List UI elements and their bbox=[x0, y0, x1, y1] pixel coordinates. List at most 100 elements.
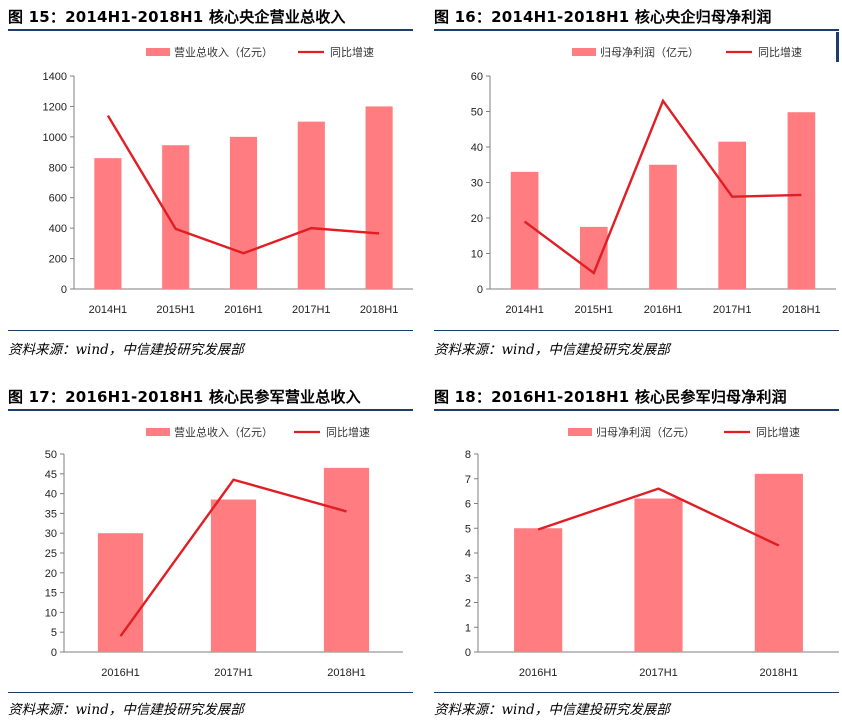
y-tick-label: 400 bbox=[49, 223, 67, 235]
bar bbox=[94, 158, 122, 289]
bar bbox=[97, 533, 144, 652]
y-tick-label: 0 bbox=[465, 647, 471, 659]
x-tick-label: 2018H1 bbox=[360, 304, 399, 316]
title-rule bbox=[8, 29, 413, 31]
x-tick-label: 2018H1 bbox=[782, 304, 821, 316]
chart-title: 图 18：2016H1-2018H1 核心民参军归母净利润 bbox=[434, 388, 787, 406]
legend-bar-label: 营业总收入（亿元） bbox=[174, 45, 273, 59]
legend-line-label: 同比增速 bbox=[758, 45, 802, 59]
y-tick-label: 0 bbox=[477, 284, 483, 296]
title-rule bbox=[434, 29, 839, 31]
bar bbox=[297, 121, 325, 290]
y-tick-label: 60 bbox=[471, 71, 483, 83]
side-marker bbox=[836, 32, 839, 62]
y-tick-label: 2 bbox=[465, 598, 471, 610]
legend-bar-swatch bbox=[146, 428, 170, 436]
legend-line-label: 同比增速 bbox=[326, 425, 370, 439]
chart-title: 图 16：2014H1-2018H1 核心央企归母净利润 bbox=[434, 8, 772, 26]
chart-svg: 营业总收入（亿元） 同比增速 0 5 10 15 20 25 30 35 40 45 50 2016H1 2… bbox=[45, 425, 403, 679]
x-tick-label: 2017H1 bbox=[639, 667, 678, 679]
y-tick-label: 50 bbox=[45, 449, 57, 461]
y-tick-label: 5 bbox=[51, 627, 57, 639]
legend-bar-label: 归母净利润（亿元） bbox=[596, 425, 695, 439]
bar bbox=[718, 141, 747, 289]
source-text: 资料来源：wind，中信建投研究发展部 bbox=[434, 342, 670, 358]
legend-line-label: 同比增速 bbox=[330, 45, 374, 59]
legend-bar-swatch bbox=[568, 428, 592, 436]
bar bbox=[514, 528, 563, 652]
x-tick-label: 2014H1 bbox=[505, 304, 544, 316]
y-tick-label: 30 bbox=[45, 528, 57, 540]
y-tick-label: 1400 bbox=[43, 71, 67, 83]
y-tick-label: 10 bbox=[45, 607, 57, 619]
y-tick-label: 15 bbox=[45, 588, 57, 600]
x-tick-label: 2018H1 bbox=[760, 667, 799, 679]
y-tick-label: 600 bbox=[49, 193, 67, 205]
x-tick-label: 2017H1 bbox=[214, 667, 253, 679]
x-tick-label: 2016H1 bbox=[224, 304, 263, 316]
bar bbox=[229, 136, 258, 289]
y-tick-label: 3 bbox=[465, 573, 471, 585]
bar bbox=[787, 112, 816, 290]
legend-bar-label: 营业总收入（亿元） bbox=[174, 425, 273, 439]
legend-bar-label: 归母净利润（亿元） bbox=[600, 45, 699, 59]
bar bbox=[365, 106, 393, 289]
chart-svg: 营业总收入（亿元） 同比增速 0 200 400 600 800 1000 1200 1400 20… bbox=[43, 45, 413, 316]
x-tick-label: 2015H1 bbox=[156, 304, 195, 316]
chart-svg: 归母净利润（亿元） 同比增速 0 1 2 3 4 5 6 7 8 2016H1 2017H1 2018H1 bbox=[465, 425, 839, 679]
source-rule bbox=[8, 692, 413, 693]
x-tick-label: 2016H1 bbox=[644, 304, 683, 316]
title-rule bbox=[8, 409, 413, 411]
y-tick-label: 1200 bbox=[43, 101, 67, 113]
y-tick-label: 4 bbox=[465, 548, 471, 560]
bar bbox=[579, 226, 608, 289]
y-tick-label: 5 bbox=[465, 523, 471, 535]
chart-title: 图 15：2014H1-2018H1 核心央企营业总收入 bbox=[8, 8, 346, 26]
y-tick-label: 40 bbox=[471, 142, 483, 154]
y-tick-label: 1 bbox=[465, 622, 471, 634]
y-tick-label: 6 bbox=[465, 499, 471, 511]
y-tick-label: 7 bbox=[465, 474, 471, 486]
bar bbox=[634, 498, 683, 652]
y-tick-label: 30 bbox=[471, 178, 483, 190]
y-tick-label: 1000 bbox=[43, 132, 67, 144]
y-tick-label: 25 bbox=[45, 548, 57, 560]
y-tick-label: 45 bbox=[45, 469, 57, 481]
source-text: 资料来源：wind，中信建投研究发展部 bbox=[8, 342, 244, 358]
x-tick-label: 2016H1 bbox=[519, 667, 558, 679]
y-tick-label: 800 bbox=[49, 162, 67, 174]
y-tick-label: 40 bbox=[45, 489, 57, 501]
bar bbox=[754, 473, 803, 652]
source-rule bbox=[434, 330, 839, 331]
legend-bar-swatch bbox=[572, 48, 596, 56]
legend-bar-swatch bbox=[146, 48, 170, 56]
bar bbox=[510, 171, 539, 289]
y-tick-label: 20 bbox=[45, 568, 57, 580]
y-tick-label: 200 bbox=[49, 254, 67, 266]
y-tick-label: 20 bbox=[471, 213, 483, 225]
title-rule bbox=[434, 409, 839, 411]
y-tick-label: 10 bbox=[471, 249, 483, 261]
source-text: 资料来源：wind，中信建投研究发展部 bbox=[434, 702, 670, 718]
chart-title: 图 17：2016H1-2018H1 核心民参军营业总收入 bbox=[8, 388, 361, 406]
y-tick-label: 0 bbox=[61, 284, 67, 296]
source-rule bbox=[8, 330, 413, 331]
bar bbox=[649, 164, 677, 289]
bar bbox=[323, 467, 370, 652]
y-tick-label: 35 bbox=[45, 508, 57, 520]
y-tick-label: 50 bbox=[471, 107, 483, 119]
bar bbox=[162, 145, 190, 289]
source-rule bbox=[434, 692, 839, 693]
x-tick-label: 2015H1 bbox=[575, 304, 614, 316]
x-tick-label: 2017H1 bbox=[292, 304, 331, 316]
bar bbox=[210, 499, 257, 652]
x-tick-label: 2017H1 bbox=[713, 304, 752, 316]
chart-svg: 归母净利润（亿元） 同比增速 0 10 20 30 40 50 60 2014H1 2015H1 20… bbox=[471, 45, 836, 316]
legend-line-label: 同比增速 bbox=[756, 425, 800, 439]
y-tick-label: 8 bbox=[465, 449, 471, 461]
x-tick-label: 2018H1 bbox=[327, 667, 366, 679]
y-tick-label: 0 bbox=[51, 647, 57, 659]
x-tick-label: 2014H1 bbox=[89, 304, 128, 316]
x-tick-label: 2016H1 bbox=[101, 667, 140, 679]
source-text: 资料来源：wind，中信建投研究发展部 bbox=[8, 702, 244, 718]
